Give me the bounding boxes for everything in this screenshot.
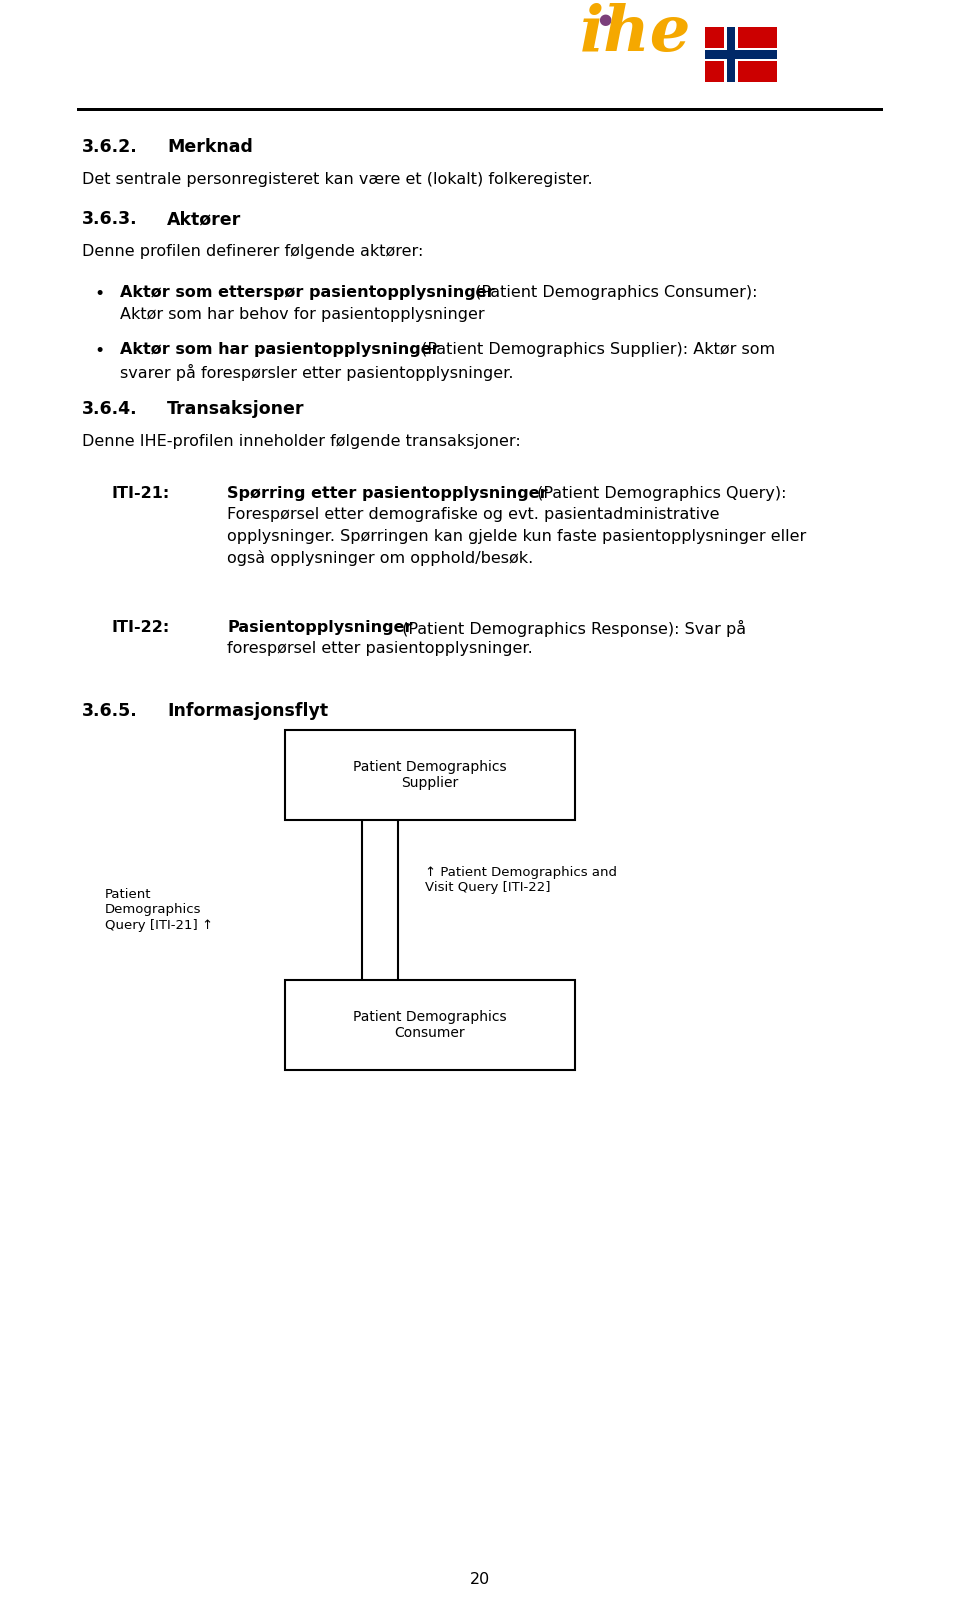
Text: 20: 20 [469,1573,491,1588]
Text: Informasjonsflyt: Informasjonsflyt [167,701,328,719]
Text: Patient
Demographics
Query [ITI-21] ↑: Patient Demographics Query [ITI-21] ↑ [105,888,213,932]
Text: Aktør som etterspør pasientopplysninger: Aktør som etterspør pasientopplysninger [120,285,494,300]
Text: ITI-22:: ITI-22: [112,620,170,635]
Text: forespørsel etter pasientopplysninger.: forespørsel etter pasientopplysninger. [227,642,533,656]
Text: •: • [94,342,105,360]
Text: ihe: ihe [580,3,691,65]
Text: ITI-21:: ITI-21: [112,486,170,501]
Text: ●: ● [598,13,612,28]
Text: svarer på forespørsler etter pasientopplysninger.: svarer på forespørsler etter pasientoppl… [120,363,514,381]
Bar [285,731,575,820]
Text: 3.6.5.: 3.6.5. [82,701,137,719]
Text: 3.6.3.: 3.6.3. [82,211,137,228]
Bar [724,28,738,83]
Text: opplysninger. Spørringen kan gjelde kun faste pasientopplysninger eller: opplysninger. Spørringen kan gjelde kun … [227,530,806,544]
Text: Merknad: Merknad [167,138,252,156]
Text: Aktør som har pasientopplysninger: Aktør som har pasientopplysninger [120,342,440,356]
Text: •: • [94,285,105,303]
Text: ogsà opplysninger om opphold/besøk.: ogsà opplysninger om opphold/besøk. [227,551,533,567]
Text: 3.6.2.: 3.6.2. [82,138,137,156]
Text: (Patient Demographics Response): Svar på: (Patient Demographics Response): Svar på [397,620,747,637]
Text: ↑ Patient Demographics and
Visit Query [ITI-22]: ↑ Patient Demographics and Visit Query [… [425,867,617,894]
Text: Denne IHE-profilen inneholder følgende transaksjoner:: Denne IHE-profilen inneholder følgende t… [82,434,520,449]
Text: Denne profilen definerer følgende aktører:: Denne profilen definerer følgende aktøre… [82,245,423,259]
Text: Pasientopplysninger: Pasientopplysninger [227,620,413,635]
Text: (Patient Demographics Supplier): Aktør som: (Patient Demographics Supplier): Aktør s… [416,342,775,356]
Text: Aktører: Aktører [167,211,241,228]
Bar [285,980,575,1069]
Text: Spørring etter pasientopplysninger: Spørring etter pasientopplysninger [227,486,547,501]
Text: Transaksjoner: Transaksjoner [167,400,304,418]
Text: Patient Demographics
Consumer: Patient Demographics Consumer [353,1009,507,1040]
Text: (Patient Demographics Consumer):: (Patient Demographics Consumer): [469,285,757,300]
Bar [705,49,777,62]
Text: Det sentrale personregisteret kan være et (lokalt) folkeregister.: Det sentrale personregisteret kan være e… [82,172,592,186]
Text: 3.6.4.: 3.6.4. [82,400,137,418]
Bar [727,28,735,83]
Text: Patient Demographics
Supplier: Patient Demographics Supplier [353,760,507,791]
Text: Forespørsel etter demografiske og evt. pasientadministrative: Forespørsel etter demografiske og evt. p… [227,507,719,523]
Text: Aktør som har behov for pasientopplysninger: Aktør som har behov for pasientopplysnin… [120,306,485,321]
Bar [705,50,777,58]
Text: (Patient Demographics Query):: (Patient Demographics Query): [532,486,786,501]
